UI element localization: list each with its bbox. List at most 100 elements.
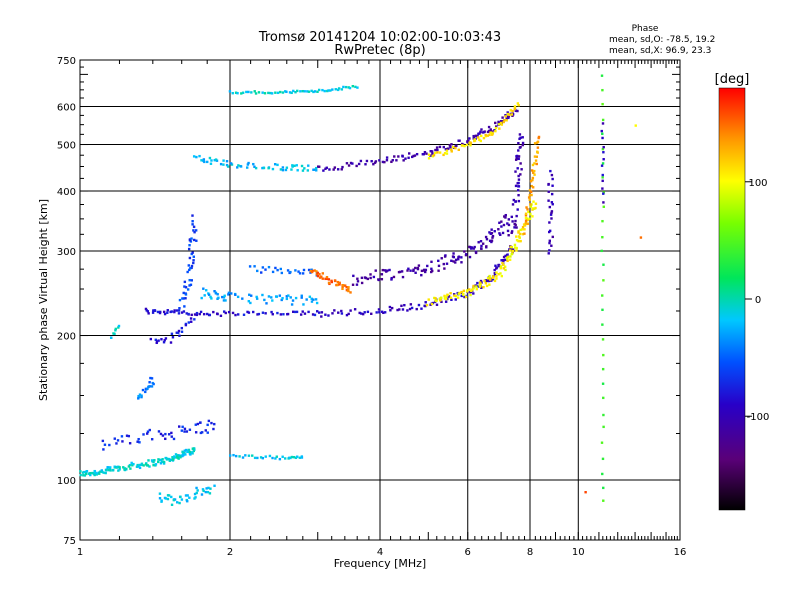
data-point xyxy=(503,215,506,218)
data-point xyxy=(345,162,349,165)
data-point xyxy=(430,267,433,271)
data-point xyxy=(500,225,503,228)
data-point xyxy=(292,89,295,93)
data-point xyxy=(468,288,471,291)
data-point xyxy=(261,166,264,170)
data-point xyxy=(193,230,196,234)
data-point xyxy=(192,447,196,450)
data-point xyxy=(183,430,186,433)
data-point xyxy=(515,238,519,242)
data-point xyxy=(210,297,213,300)
data-point xyxy=(494,264,497,267)
data-point xyxy=(422,152,425,156)
data-point xyxy=(151,311,155,314)
data-point xyxy=(187,312,190,316)
data-point xyxy=(533,169,536,173)
data-point xyxy=(261,456,265,460)
data-point xyxy=(602,486,605,490)
data-point xyxy=(348,86,352,90)
data-point xyxy=(477,136,480,139)
data-point xyxy=(176,456,179,459)
data-point xyxy=(224,311,227,315)
data-point xyxy=(430,260,433,264)
data-point xyxy=(415,152,419,156)
data-point xyxy=(331,88,334,91)
data-point xyxy=(424,270,427,274)
data-point xyxy=(162,460,166,464)
data-point xyxy=(337,281,341,285)
data-point xyxy=(462,292,465,296)
data-point xyxy=(505,119,508,122)
data-point xyxy=(503,119,506,122)
data-point xyxy=(327,281,331,285)
data-point xyxy=(261,91,264,94)
data-point xyxy=(484,279,487,282)
data-point xyxy=(479,130,482,134)
data-point xyxy=(478,132,481,135)
data-point xyxy=(184,293,188,296)
data-point xyxy=(200,159,203,162)
data-point xyxy=(213,158,216,162)
data-point xyxy=(83,474,87,477)
data-point xyxy=(271,313,274,316)
data-point xyxy=(327,314,330,317)
data-point xyxy=(320,311,324,314)
data-point xyxy=(503,265,507,268)
data-point xyxy=(190,264,194,268)
data-point xyxy=(451,145,455,149)
data-point xyxy=(517,199,521,203)
data-point xyxy=(383,269,387,272)
data-point xyxy=(312,90,315,94)
data-point xyxy=(365,159,369,163)
data-point xyxy=(427,157,431,160)
data-point xyxy=(385,270,388,273)
data-point xyxy=(370,159,373,163)
data-point xyxy=(517,149,520,152)
data-point xyxy=(178,334,181,337)
data-point xyxy=(175,501,179,504)
data-point xyxy=(205,487,208,490)
data-point xyxy=(548,241,551,245)
data-point xyxy=(184,453,187,456)
data-point xyxy=(263,298,266,302)
data-point xyxy=(190,237,193,240)
data-point xyxy=(356,277,359,280)
data-point xyxy=(278,457,282,461)
data-point xyxy=(443,297,447,300)
data-point xyxy=(190,266,193,270)
data-point xyxy=(271,456,274,460)
data-point xyxy=(186,450,189,453)
data-point xyxy=(385,159,389,162)
data-point xyxy=(105,468,108,472)
data-point xyxy=(449,146,452,149)
data-point xyxy=(184,297,187,300)
data-point xyxy=(602,205,605,208)
data-point xyxy=(149,337,153,341)
data-point xyxy=(393,155,396,158)
data-point xyxy=(429,150,432,153)
data-point xyxy=(264,455,267,458)
data-point xyxy=(204,490,207,494)
data-point xyxy=(420,273,423,277)
data-point xyxy=(318,273,321,276)
data-point xyxy=(533,173,536,176)
data-point xyxy=(347,288,350,291)
data-point xyxy=(347,286,350,289)
data-point xyxy=(300,455,304,458)
data-point xyxy=(291,299,295,302)
data-point xyxy=(444,295,448,298)
data-point xyxy=(161,458,164,461)
data-point xyxy=(380,273,384,276)
data-point xyxy=(103,443,107,446)
data-point xyxy=(499,121,503,125)
data-point xyxy=(601,187,604,190)
data-point xyxy=(602,353,605,357)
data-point xyxy=(395,159,398,162)
data-point xyxy=(236,166,239,169)
data-point xyxy=(465,143,469,147)
data-point xyxy=(486,277,490,280)
data-point xyxy=(222,159,225,162)
data-point xyxy=(109,466,112,469)
data-point xyxy=(300,164,304,168)
data-point xyxy=(87,472,91,475)
